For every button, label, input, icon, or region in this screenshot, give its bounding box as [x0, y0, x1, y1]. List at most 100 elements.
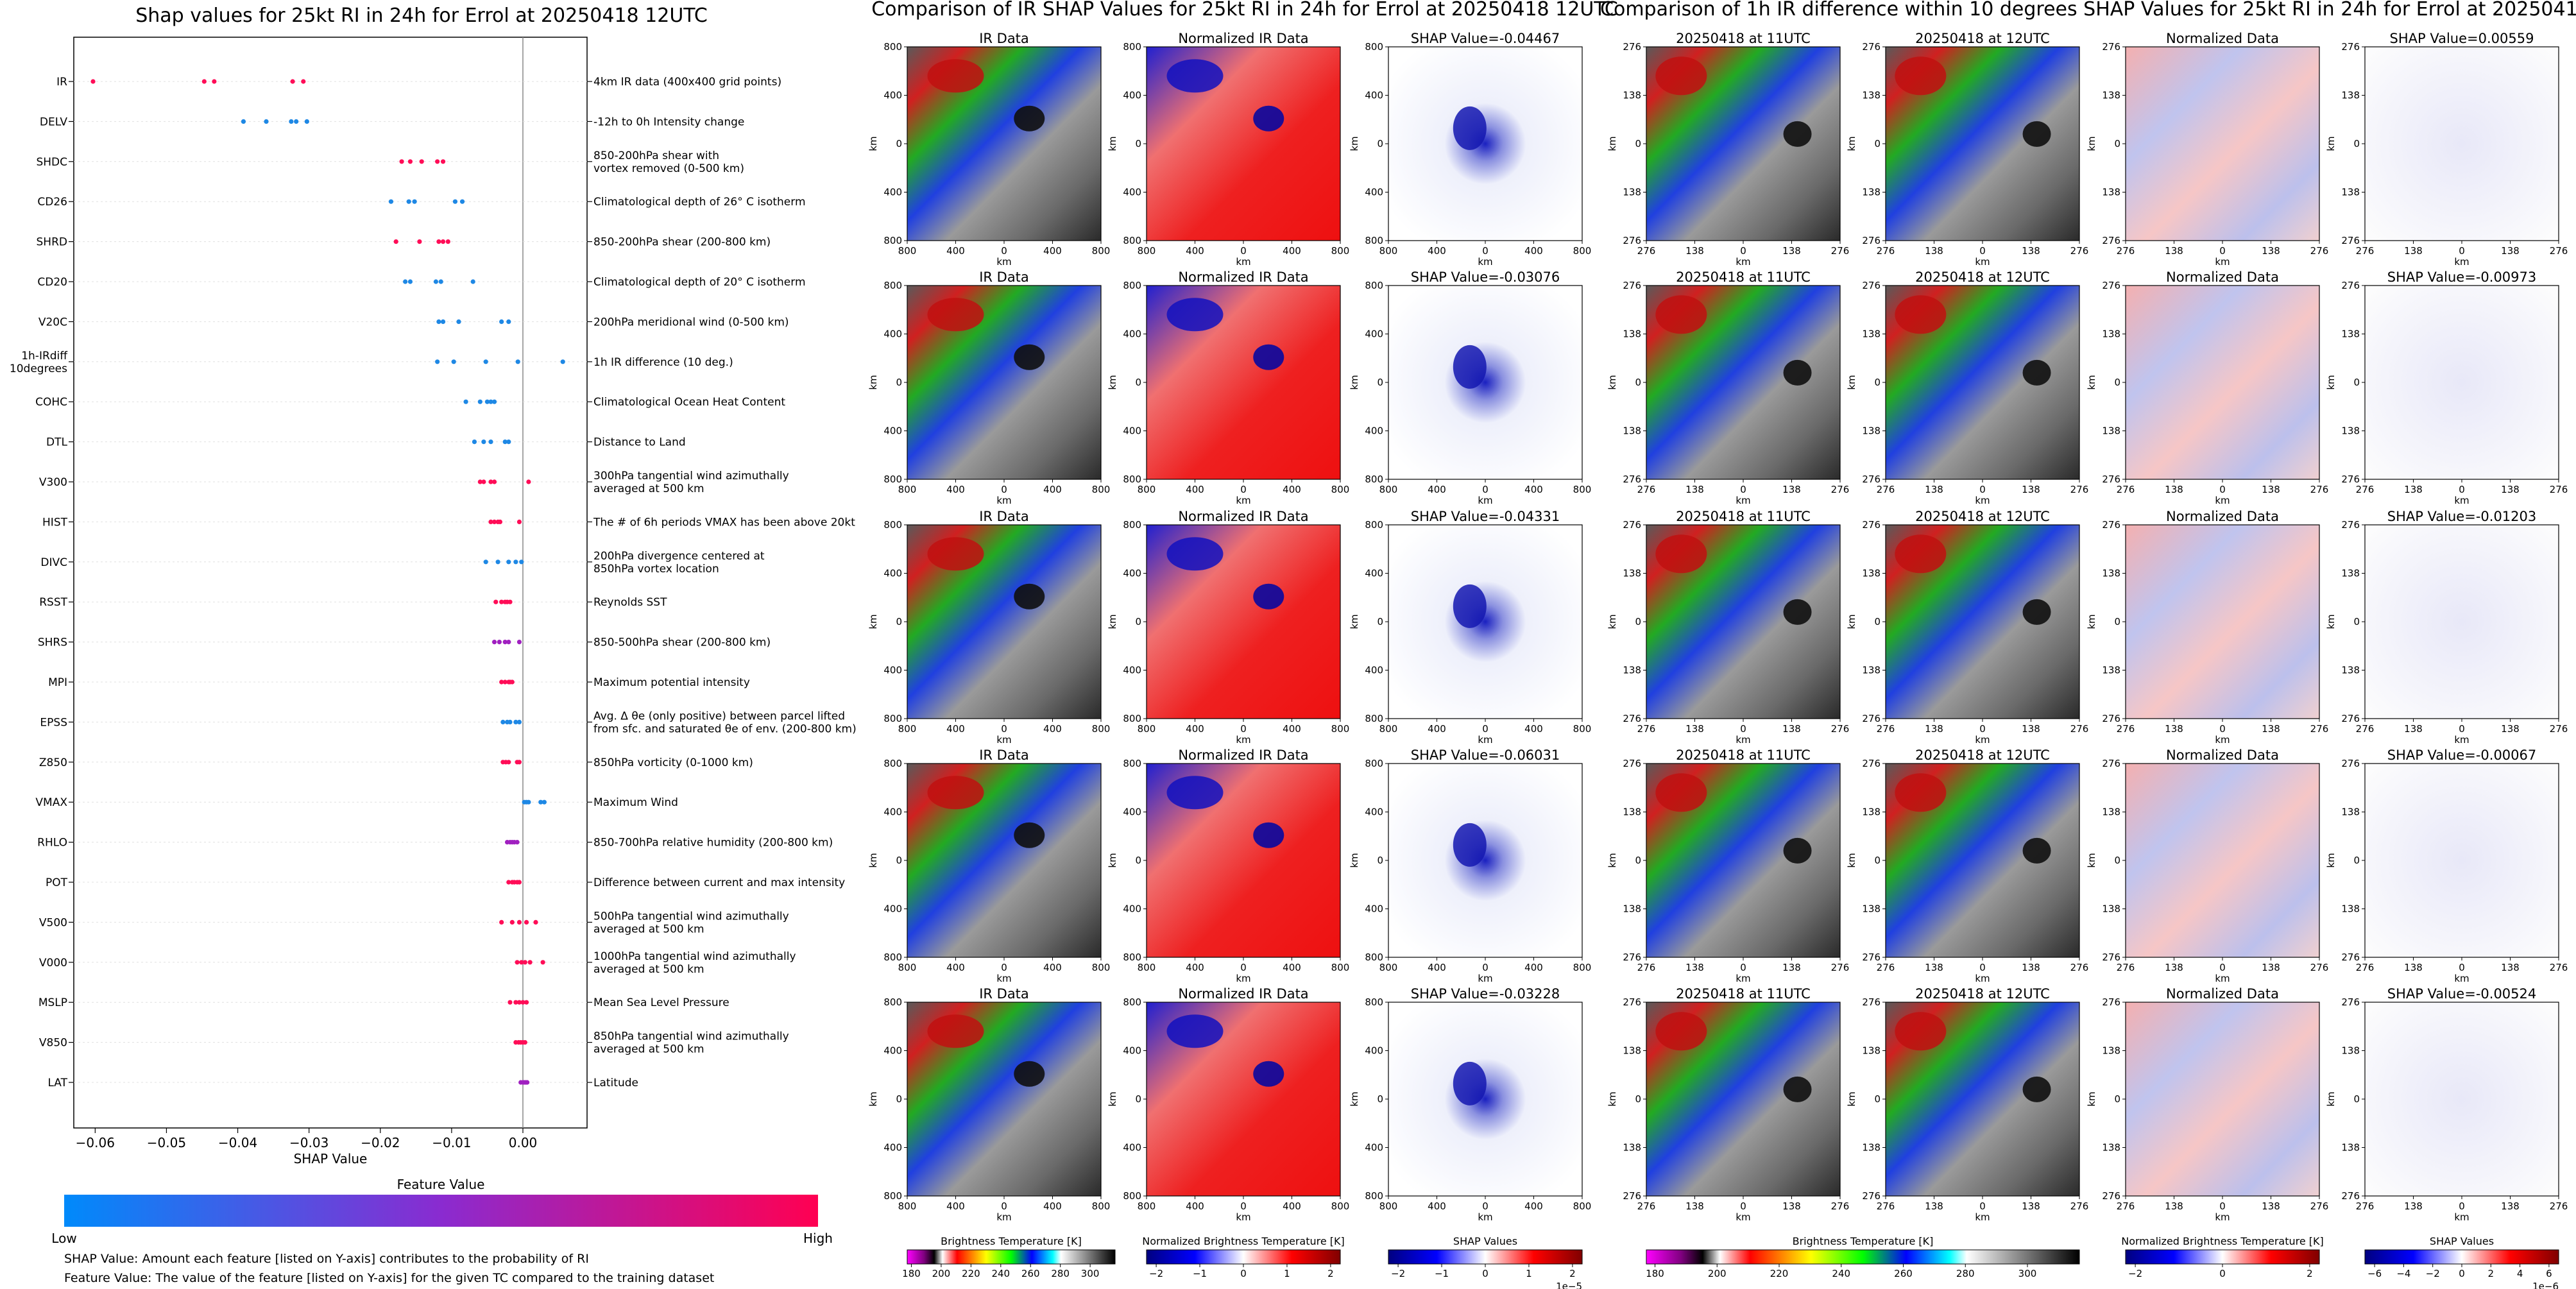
- panel-x-tick-label: 138: [1782, 245, 1801, 257]
- panel-y-tick-label: 400: [1365, 1045, 1383, 1057]
- feature-name-line: COHC: [35, 396, 67, 409]
- feature-description-line: 850hPa tangential wind azimuthally: [593, 1030, 789, 1043]
- panel-x-axis-label: km: [996, 734, 1011, 746]
- shap-beeswarm-chart: Shap values for 25kt RI in 24h for Errol…: [10, 4, 857, 1285]
- panel-x-axis-label: km: [1736, 495, 1750, 506]
- panel-x-tick-label: 0: [1001, 1200, 1007, 1212]
- shap-point: [477, 479, 482, 484]
- feature-name: V850: [39, 1037, 67, 1050]
- panel-y-axis-label: km: [1349, 1091, 1360, 1106]
- feature-description: 850hPa tangential wind azimuthally averag…: [593, 1030, 789, 1056]
- panel-x-axis-label: km: [1236, 495, 1250, 506]
- panel-title: IR Data: [979, 509, 1029, 524]
- diff-shap-panel: [2364, 763, 2559, 958]
- panel-y-tick-label: 276: [1862, 519, 1881, 531]
- panel-y-tick-label: 138: [1623, 903, 1641, 915]
- colorbar-tick-label: 180: [1646, 1268, 1664, 1279]
- shap-point: [513, 559, 518, 565]
- panel-x-axis-label: km: [2215, 1211, 2230, 1223]
- panel-y-tick-label: 276: [1862, 474, 1881, 485]
- panel-x-tick-label: 400: [1043, 723, 1062, 735]
- colorbar-tick-label: 240: [1832, 1268, 1850, 1279]
- colorbar: [1146, 1249, 1341, 1265]
- panel-y-axis-label: km: [1349, 136, 1360, 151]
- feature-name-line: VMAX: [35, 796, 67, 809]
- panel-x-tick-label: 0: [1240, 245, 1247, 257]
- shap-point: [527, 960, 533, 965]
- feature-name-line: RHLO: [37, 837, 67, 849]
- panel-x-tick-label: 138: [2165, 962, 2183, 973]
- feature-description: Difference between current and max inten…: [593, 876, 845, 889]
- panel-y-tick-label: 138: [2102, 90, 2120, 101]
- feature-name-line: V20C: [38, 316, 67, 329]
- shap-point: [407, 279, 413, 284]
- feature-description-line: 200hPa divergence centered at: [593, 550, 765, 563]
- diff-normalized-panel: [2125, 524, 2320, 719]
- panel-y-tick-label: 138: [2341, 807, 2360, 818]
- shap-point: [456, 319, 461, 324]
- panel-x-tick-label: 276: [1831, 723, 1850, 735]
- panel-y-tick-label: 138: [2341, 903, 2360, 915]
- colorbar-label: Brightness Temperature [K]: [941, 1235, 1082, 1247]
- shap-point: [201, 79, 207, 84]
- storm-core: [1014, 1061, 1045, 1087]
- diff-normalized-panel: [2125, 1002, 2320, 1197]
- panel-x-tick-label: 400: [1283, 484, 1301, 495]
- panel-x-tick-label: 138: [2165, 723, 2183, 735]
- panel-x-tick-label: 276: [2117, 723, 2135, 735]
- panel-y-tick-label: 138: [1623, 807, 1641, 818]
- panel-y-tick-label: 400: [1123, 568, 1141, 579]
- colorbar-tick-label: −4: [2396, 1268, 2410, 1279]
- feature-description: Maximum Wind: [593, 796, 678, 809]
- panel-y-tick-label: 276: [2102, 713, 2120, 724]
- shap-point: [491, 519, 497, 525]
- shap-point: [406, 199, 411, 204]
- feature-description: Mean Sea Level Pressure: [593, 996, 729, 1009]
- feature-description-line: Distance to Land: [593, 436, 686, 449]
- panel-x-tick-label: 0: [1001, 245, 1007, 257]
- colorbar-label: SHAP Values: [2430, 1235, 2494, 1247]
- panel-x-tick-label: 0: [1482, 245, 1488, 257]
- panel-title: 20250418 at 12UTC: [1915, 269, 2050, 285]
- panel-y-tick-label: 800: [1123, 280, 1141, 291]
- cloud-blob: [1655, 1012, 1707, 1051]
- panel-x-tick-label: 800: [898, 484, 917, 495]
- feature-description: Maximum potential intensity: [593, 676, 750, 689]
- x-axis-label: SHAP Value: [294, 1151, 368, 1166]
- panel-x-tick-label: 800: [1573, 245, 1592, 257]
- panel-x-tick-label: 276: [2356, 962, 2375, 973]
- panel-x-axis-label: km: [1478, 495, 1492, 506]
- diff-comparison-title: Comparison of 1h IR difference within 10…: [1600, 0, 2576, 21]
- feature-description: 200hPa meridional wind (0-500 km): [593, 316, 789, 329]
- panel-y-axis-label: km: [867, 853, 879, 867]
- panel-y-tick-label: 138: [2102, 903, 2120, 915]
- shap-point: [533, 919, 538, 925]
- panel-x-tick-label: 276: [1637, 484, 1656, 495]
- panel-x-tick-label: 0: [1740, 723, 1746, 735]
- panel-x-axis-label: km: [1736, 734, 1750, 746]
- panel-y-tick-label: 800: [883, 952, 902, 963]
- feature-name-line: SHRD: [37, 236, 67, 249]
- panel-x-tick-label: 400: [946, 245, 965, 257]
- panel-x-tick-label: 276: [2356, 484, 2375, 495]
- shap-point: [508, 599, 513, 604]
- panel-x-tick-label: 138: [2022, 962, 2040, 973]
- panel-x-tick-label: 276: [1877, 1200, 1895, 1212]
- feature-description: 850-200hPa shear with vortex removed (0-5…: [593, 149, 744, 175]
- panel-x-tick-label: 276: [2310, 484, 2329, 495]
- panel-y-tick-label: 276: [1623, 41, 1641, 53]
- cloud-blob: [927, 59, 984, 93]
- shap-point: [304, 119, 309, 124]
- colorbar-tick-label: 180: [902, 1268, 921, 1279]
- feature-description: Avg. Δ θe (only positive) between parcel…: [593, 710, 857, 735]
- feature-name-line: MPI: [48, 676, 67, 689]
- panel-x-tick-label: 800: [898, 723, 917, 735]
- panel-x-tick-label: 0: [2219, 962, 2226, 973]
- shap-point: [560, 359, 565, 364]
- panel-y-tick-label: 0: [1377, 616, 1383, 627]
- colorbar-label: Normalized Brightness Temperature [K]: [2121, 1235, 2324, 1247]
- panel-y-tick-label: 800: [1365, 758, 1383, 769]
- panel-y-tick-label: 276: [1623, 474, 1641, 485]
- panel-x-tick-label: 276: [1831, 245, 1850, 257]
- panel-title: SHAP Value=-0.01203: [2387, 509, 2537, 524]
